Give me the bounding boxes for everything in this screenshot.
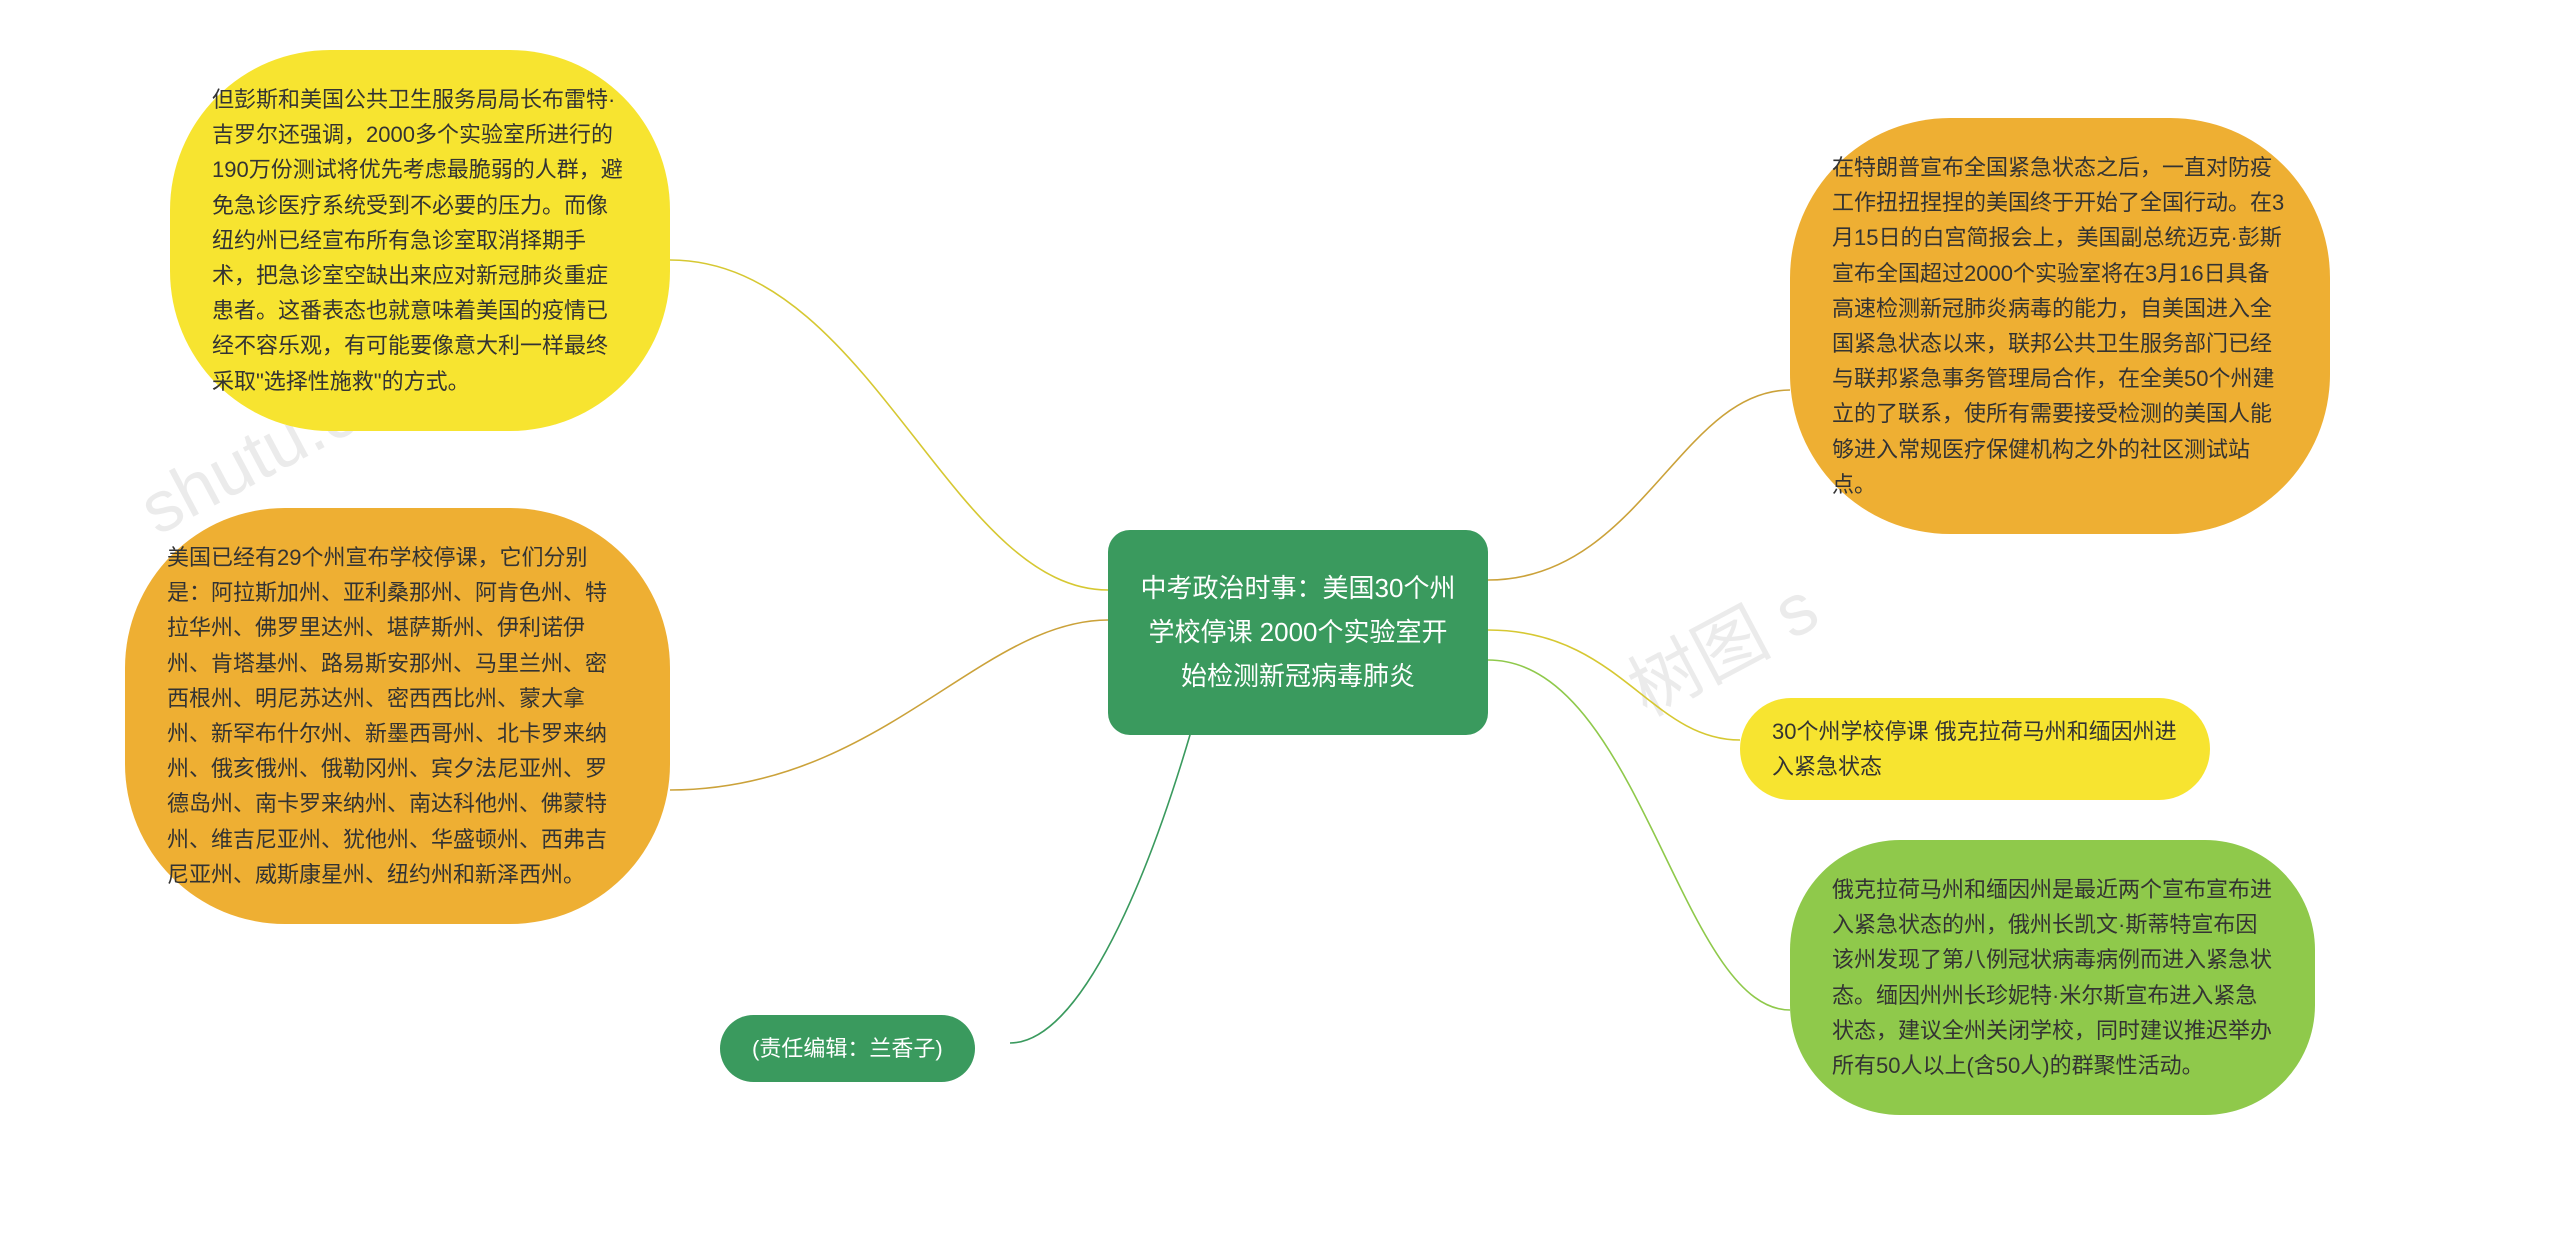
center-node: 中考政治时事：美国30个州学校停课 2000个实验室开始检测新冠病毒肺炎 bbox=[1108, 530, 1488, 735]
node-right-bot-text: 俄克拉荷马州和缅因州是最近两个宣布宣布进入紧急状态的州，俄州长凯文·斯蒂特宣布因… bbox=[1832, 877, 2272, 1078]
node-left-mid-text: 美国已经有29个州宣布学校停课，它们分别是：阿拉斯加州、亚利桑那州、阿肯色州、特… bbox=[167, 545, 607, 887]
node-left-top-text: 但彭斯和美国公共卫生服务局局长布雷特·吉罗尔还强调，2000多个实验室所进行的1… bbox=[212, 87, 623, 394]
node-left-mid: 美国已经有29个州宣布学校停课，它们分别是：阿拉斯加州、亚利桑那州、阿肯色州、特… bbox=[125, 508, 670, 924]
node-right-mid: 30个州学校停课 俄克拉荷马州和缅因州进入紧急状态 bbox=[1740, 698, 2210, 800]
node-right-mid-text: 30个州学校停课 俄克拉荷马州和缅因州进入紧急状态 bbox=[1772, 719, 2177, 779]
node-right-bot: 俄克拉荷马州和缅因州是最近两个宣布宣布进入紧急状态的州，俄州长凯文·斯蒂特宣布因… bbox=[1790, 840, 2315, 1115]
node-left-top: 但彭斯和美国公共卫生服务局局长布雷特·吉罗尔还强调，2000多个实验室所进行的1… bbox=[170, 50, 670, 431]
node-right-top: 在特朗普宣布全国紧急状态之后，一直对防疫工作扭扭捏捏的美国终于开始了全国行动。在… bbox=[1790, 118, 2330, 534]
node-left-bot-text: (责任编辑：兰香子) bbox=[752, 1036, 943, 1061]
node-left-bot: (责任编辑：兰香子) bbox=[720, 1015, 975, 1082]
node-right-top-text: 在特朗普宣布全国紧急状态之后，一直对防疫工作扭扭捏捏的美国终于开始了全国行动。在… bbox=[1832, 155, 2284, 497]
center-text: 中考政治时事：美国30个州学校停课 2000个实验室开始检测新冠病毒肺炎 bbox=[1141, 573, 1456, 691]
